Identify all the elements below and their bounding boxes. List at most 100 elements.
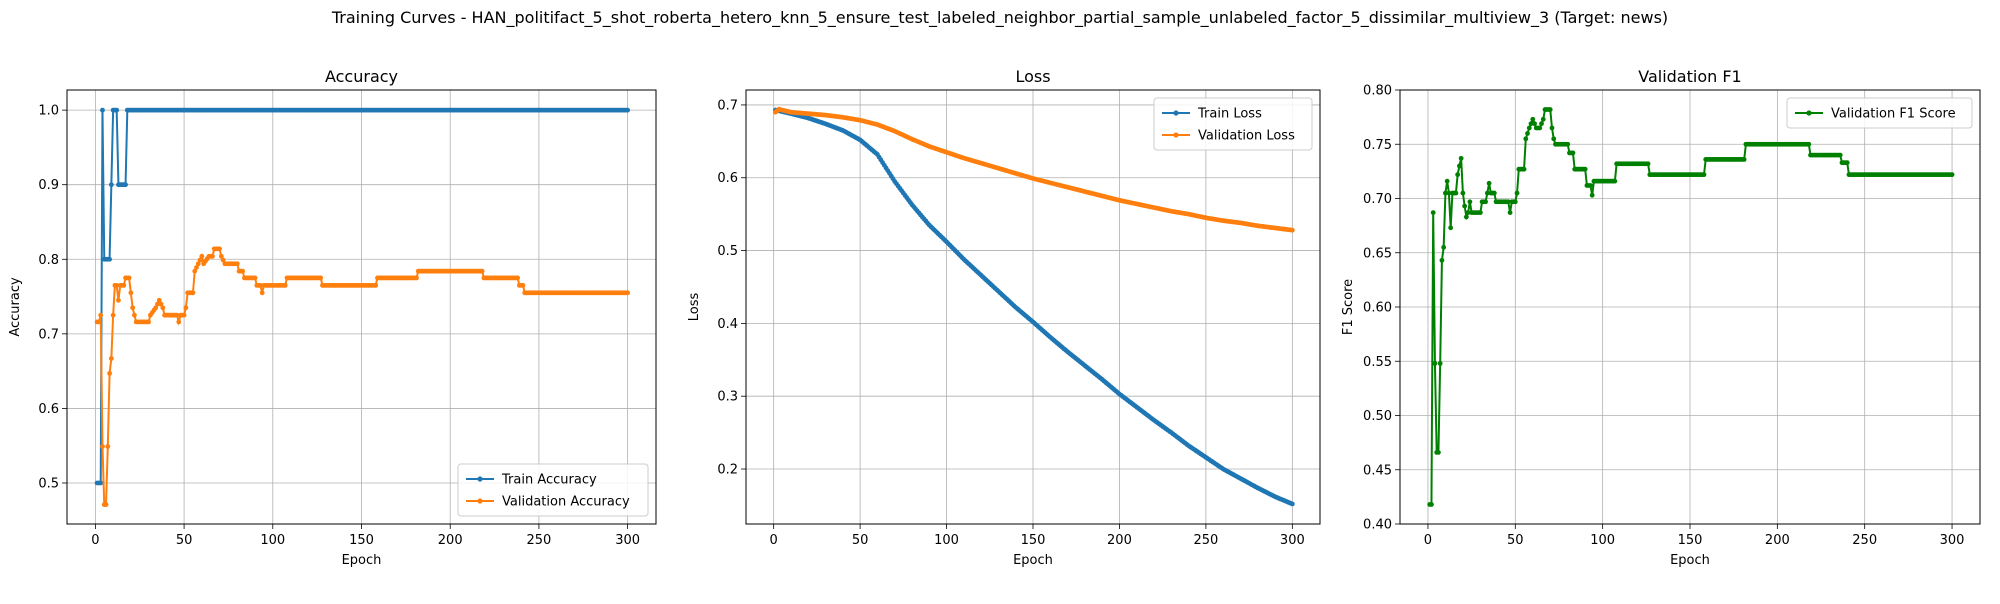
data-point	[156, 297, 162, 303]
data-point	[103, 502, 109, 508]
x-axis-label: Epoch	[1670, 553, 1710, 568]
data-point	[1589, 192, 1595, 198]
data-point	[1949, 172, 1955, 178]
series-train-loss	[772, 107, 1295, 507]
data-point	[1645, 161, 1651, 167]
legend-swatch-marker	[477, 498, 483, 504]
y-tick-label: 0.9	[38, 178, 59, 193]
data-point	[98, 480, 104, 486]
data-point	[1465, 210, 1471, 216]
data-point	[1701, 172, 1707, 178]
data-point	[1483, 199, 1488, 205]
figure-title: Training Curves - HAN_politifact_5_shot_…	[331, 8, 1669, 27]
series-line	[97, 109, 628, 484]
data-point	[1463, 214, 1469, 220]
y-tick-label: 0.3	[717, 390, 738, 405]
x-tick-label: 150	[349, 533, 374, 548]
y-tick-label: 0.6	[717, 171, 738, 186]
legend: Validation F1 Score	[1786, 97, 1973, 129]
axes-frame	[1399, 89, 1981, 525]
data-point	[158, 301, 164, 307]
data-point	[1741, 157, 1747, 162]
y-tick-label: 0.5	[717, 244, 738, 259]
data-point	[114, 107, 120, 113]
data-point	[520, 282, 526, 288]
x-tick-label: 250	[1193, 533, 1218, 548]
y-tick-label: 0.65	[1363, 246, 1392, 261]
data-point	[146, 319, 152, 325]
data-point	[199, 253, 205, 259]
y-tick-label: 0.2	[717, 463, 738, 478]
data-point	[1505, 199, 1511, 205]
data-point	[1467, 199, 1473, 205]
data-point	[160, 305, 166, 311]
y-tick-label: 0.80	[1363, 84, 1392, 99]
x-tick-label: 0	[770, 533, 778, 548]
data-point	[217, 246, 222, 252]
legend: Train Accuracy Validation Accuracy	[457, 463, 649, 517]
data-point	[1844, 160, 1850, 166]
x-tick-label: 50	[176, 533, 193, 548]
y-tick-label: 0.7	[38, 327, 59, 342]
data-point	[107, 370, 112, 376]
data-point	[197, 257, 203, 263]
data-point	[259, 290, 265, 296]
x-tick-label: 200	[1765, 533, 1790, 548]
data-point	[1437, 361, 1443, 366]
data-point	[100, 444, 105, 449]
data-point	[132, 312, 137, 318]
data-point	[282, 282, 288, 288]
data-point	[1289, 501, 1295, 507]
data-point	[1439, 257, 1445, 263]
data-point	[1444, 178, 1450, 184]
data-point	[1540, 116, 1546, 122]
x-tick-label: 150	[1678, 533, 1703, 548]
data-point	[240, 268, 246, 274]
series-train-accuracy	[94, 107, 631, 486]
data-point	[218, 253, 224, 259]
data-point	[105, 444, 111, 449]
data-point	[515, 275, 521, 281]
data-point	[1429, 502, 1434, 507]
legend-label: Validation Accuracy	[502, 495, 630, 510]
x-tick-label: 150	[1021, 533, 1046, 548]
x-tick-label: 200	[438, 533, 463, 548]
legend-swatch-marker	[1173, 132, 1179, 138]
data-point	[174, 312, 180, 318]
y-axis-label: Accuracy	[8, 277, 23, 337]
y-tick-label: 0.4	[717, 317, 738, 332]
data-point	[257, 282, 263, 288]
y-tick-label: 0.70	[1363, 192, 1392, 207]
chart-validation-f1: 0 50 100 150 200 250 300 0.40 0.45 0.50 0.55 0.60 0.…	[1341, 67, 1981, 568]
data-point	[98, 312, 104, 318]
x-tick-label: 250	[526, 533, 551, 548]
x-tick-label: 50	[1507, 533, 1524, 548]
data-point	[100, 107, 105, 113]
data-point	[176, 319, 182, 325]
y-axis-label: Loss	[687, 293, 702, 322]
data-point	[1460, 190, 1466, 196]
y-axis-label: F1 Score	[1341, 279, 1356, 335]
x-tick-label: 100	[934, 533, 959, 548]
data-point	[128, 290, 134, 296]
data-point	[121, 282, 127, 288]
legend-swatch-marker	[1806, 110, 1812, 116]
x-tick-label: 0	[1424, 533, 1432, 548]
data-point	[195, 261, 201, 267]
data-point	[318, 275, 324, 281]
data-point	[1448, 225, 1454, 231]
data-point	[1528, 121, 1534, 127]
data-point	[155, 301, 160, 307]
data-point	[1462, 203, 1468, 209]
x-tick-label: 100	[260, 533, 285, 548]
x-tick-label: 200	[1107, 533, 1132, 548]
data-point	[190, 290, 196, 296]
data-point	[1549, 125, 1555, 131]
y-tick-label: 0.45	[1363, 463, 1392, 478]
data-point	[1570, 150, 1576, 156]
legend-swatch-marker	[1173, 110, 1179, 116]
data-point	[126, 275, 132, 281]
data-point	[1441, 244, 1447, 250]
chart-title: Validation F1	[1638, 67, 1741, 86]
data-point	[210, 253, 215, 259]
